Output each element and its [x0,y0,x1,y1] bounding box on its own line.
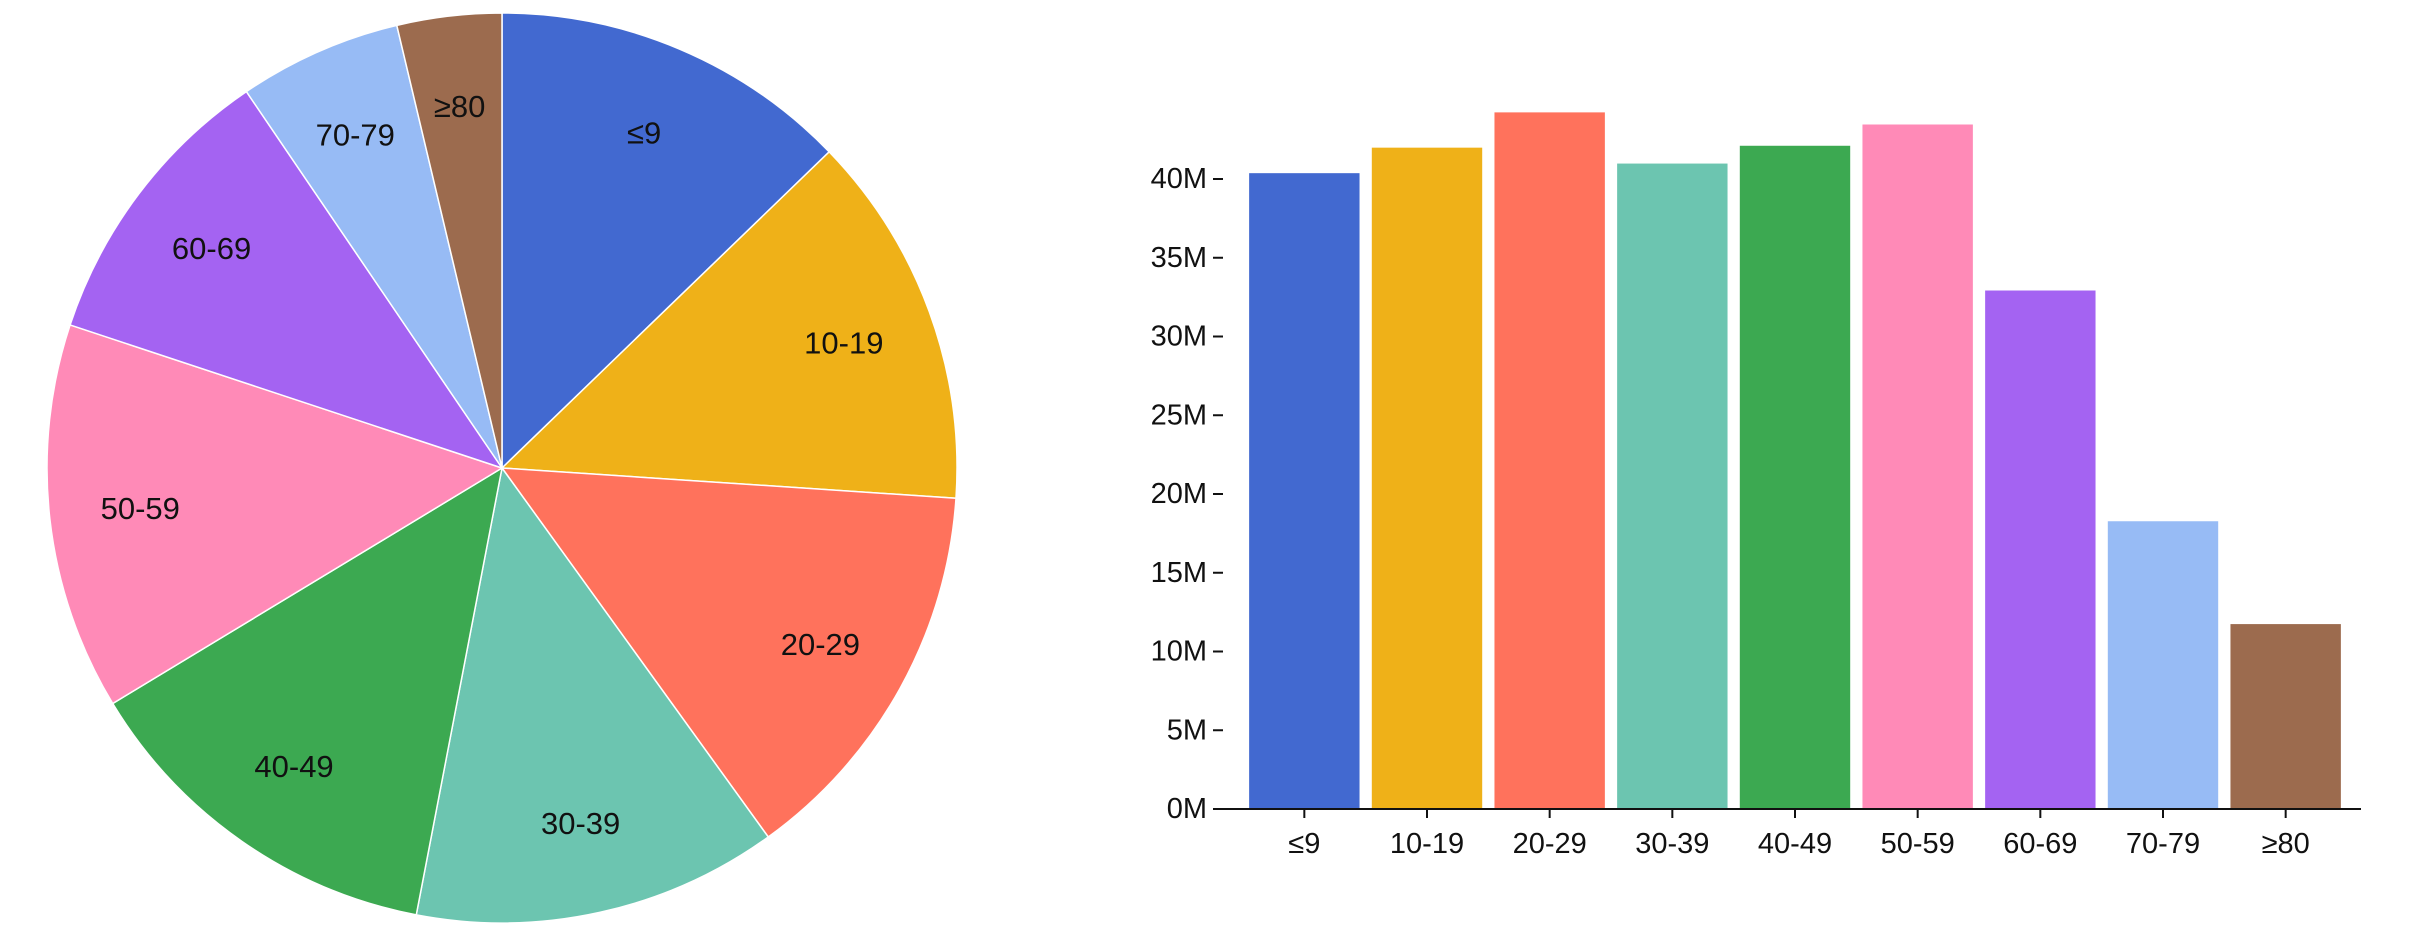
bar-5 [1862,124,1973,809]
pie-chart: ≤9 10-19 20-29 30-39 40-49 50-59 60-69 70-79 ≥80 [46,12,958,924]
y-tick-label: 0M [1167,793,1207,825]
pie-label: 60-69 [172,231,251,266]
bar-chart: ≤9 10-19 20-29 30-39 40-49 50-59 60-69 70-79 ≥80… [1151,112,2361,860]
y-tick-label: 15M [1151,557,1207,589]
pie-label: 70-79 [316,117,395,152]
y-tick-label: 25M [1151,399,1207,431]
x-tick-label: 20-29 [1513,828,1587,860]
pie-label: 30-39 [541,806,620,841]
pie-label: 40-49 [254,749,333,784]
x-tick-label: ≥80 [2262,828,2310,860]
x-tick-label: 70-79 [2126,828,2200,860]
bar-8 [2230,624,2341,809]
pie-label: 50-59 [101,491,180,526]
y-tick-label: 30M [1151,321,1207,353]
bar-6 [1985,290,2096,809]
bar-2 [1494,112,1605,809]
x-tick-label: 60-69 [2003,828,2077,860]
x-tick-label: 10-19 [1390,828,1464,860]
pie-label: 10-19 [804,325,883,360]
y-tick-label: 5M [1167,714,1207,746]
y-tick-label: 40M [1151,163,1207,195]
bar-0 [1249,173,1360,810]
pie-slice-3 [415,466,770,924]
pie-slice-0 [501,12,831,470]
x-tick-label: ≤9 [1288,828,1320,860]
pie-slice-8 [395,12,503,469]
pie-label: ≥80 [434,89,486,124]
x-tick-label: 30-39 [1635,828,1709,860]
bar-4 [1739,145,1851,809]
pie-label: 20-29 [781,627,860,662]
pie-label: ≤9 [627,115,661,150]
x-tick-label: 50-59 [1881,828,1955,860]
y-tick-label: 10M [1151,636,1207,668]
pie-slice-5 [46,324,504,705]
pie-slice-2 [500,467,957,839]
x-tick-label: 40-49 [1758,828,1832,860]
pie-slice-4 [111,466,504,916]
bar-1 [1371,147,1483,810]
pie-slice-7 [245,24,503,469]
pie-slice-6 [69,90,504,470]
y-tick-label: 20M [1151,478,1207,510]
bar-3 [1617,163,1728,809]
bar-7 [2107,521,2219,809]
y-tick-label: 35M [1151,242,1207,274]
pie-slice-1 [500,150,958,500]
